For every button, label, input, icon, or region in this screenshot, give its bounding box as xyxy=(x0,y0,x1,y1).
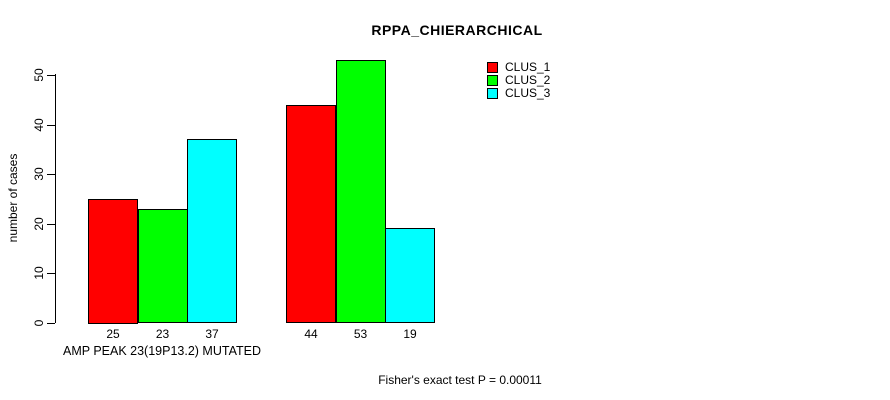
legend-label: CLUS_1 xyxy=(505,60,551,74)
legend-row: CLUS_1 xyxy=(487,61,550,74)
legend-swatch-icon xyxy=(487,62,498,73)
fisher-test-footnote: Fisher's exact test P = 0.00011 xyxy=(378,373,542,387)
y-axis-tick xyxy=(47,223,55,225)
y-axis-tick xyxy=(47,322,55,324)
chart-title: RPPA_CHIERARCHICAL xyxy=(371,22,543,38)
legend-row: CLUS_2 xyxy=(487,74,550,87)
bar-value-label: 44 xyxy=(304,326,318,341)
x-axis-label: AMP PEAK 23(19P13.2) MUTATED xyxy=(63,344,261,358)
bar-clus_3-group1 xyxy=(187,139,237,324)
bar-value-label: 19 xyxy=(403,326,417,341)
y-axis-tick xyxy=(47,174,55,175)
y-axis-tick-label: 20 xyxy=(32,216,46,231)
y-axis-tick-label: 0 xyxy=(32,319,46,326)
bar-value-label: 23 xyxy=(155,326,170,341)
bar-clus_3-group2 xyxy=(385,228,435,324)
y-axis-tick-label: 30 xyxy=(32,167,46,181)
bar-value-label: 25 xyxy=(106,326,120,341)
bar-clus_1-group1 xyxy=(88,198,138,324)
legend-swatch-icon xyxy=(487,88,498,99)
y-axis-label: number of cases xyxy=(6,153,20,243)
y-axis-tick xyxy=(47,273,55,274)
legend-label: CLUS_2 xyxy=(505,73,551,87)
legend-swatch-icon xyxy=(487,75,498,86)
legend-label: CLUS_3 xyxy=(505,86,551,100)
y-axis-tick-label: 40 xyxy=(32,117,46,132)
bar-clus_2-group2 xyxy=(335,60,386,324)
y-axis-tick-label: 10 xyxy=(32,266,46,280)
y-axis-line xyxy=(55,74,56,323)
bar-value-label: 53 xyxy=(353,326,368,341)
legend-row: CLUS_3 xyxy=(487,87,550,100)
y-axis-tick xyxy=(47,124,55,126)
bar-clus_2-group1 xyxy=(137,208,188,324)
bar-clus_1-group2 xyxy=(286,104,336,324)
y-axis-tick-label: 50 xyxy=(32,68,46,82)
y-axis-tick xyxy=(47,75,55,76)
legend: CLUS_1 CLUS_2 CLUS_3 xyxy=(487,61,550,100)
bar-value-label: 37 xyxy=(205,326,219,341)
